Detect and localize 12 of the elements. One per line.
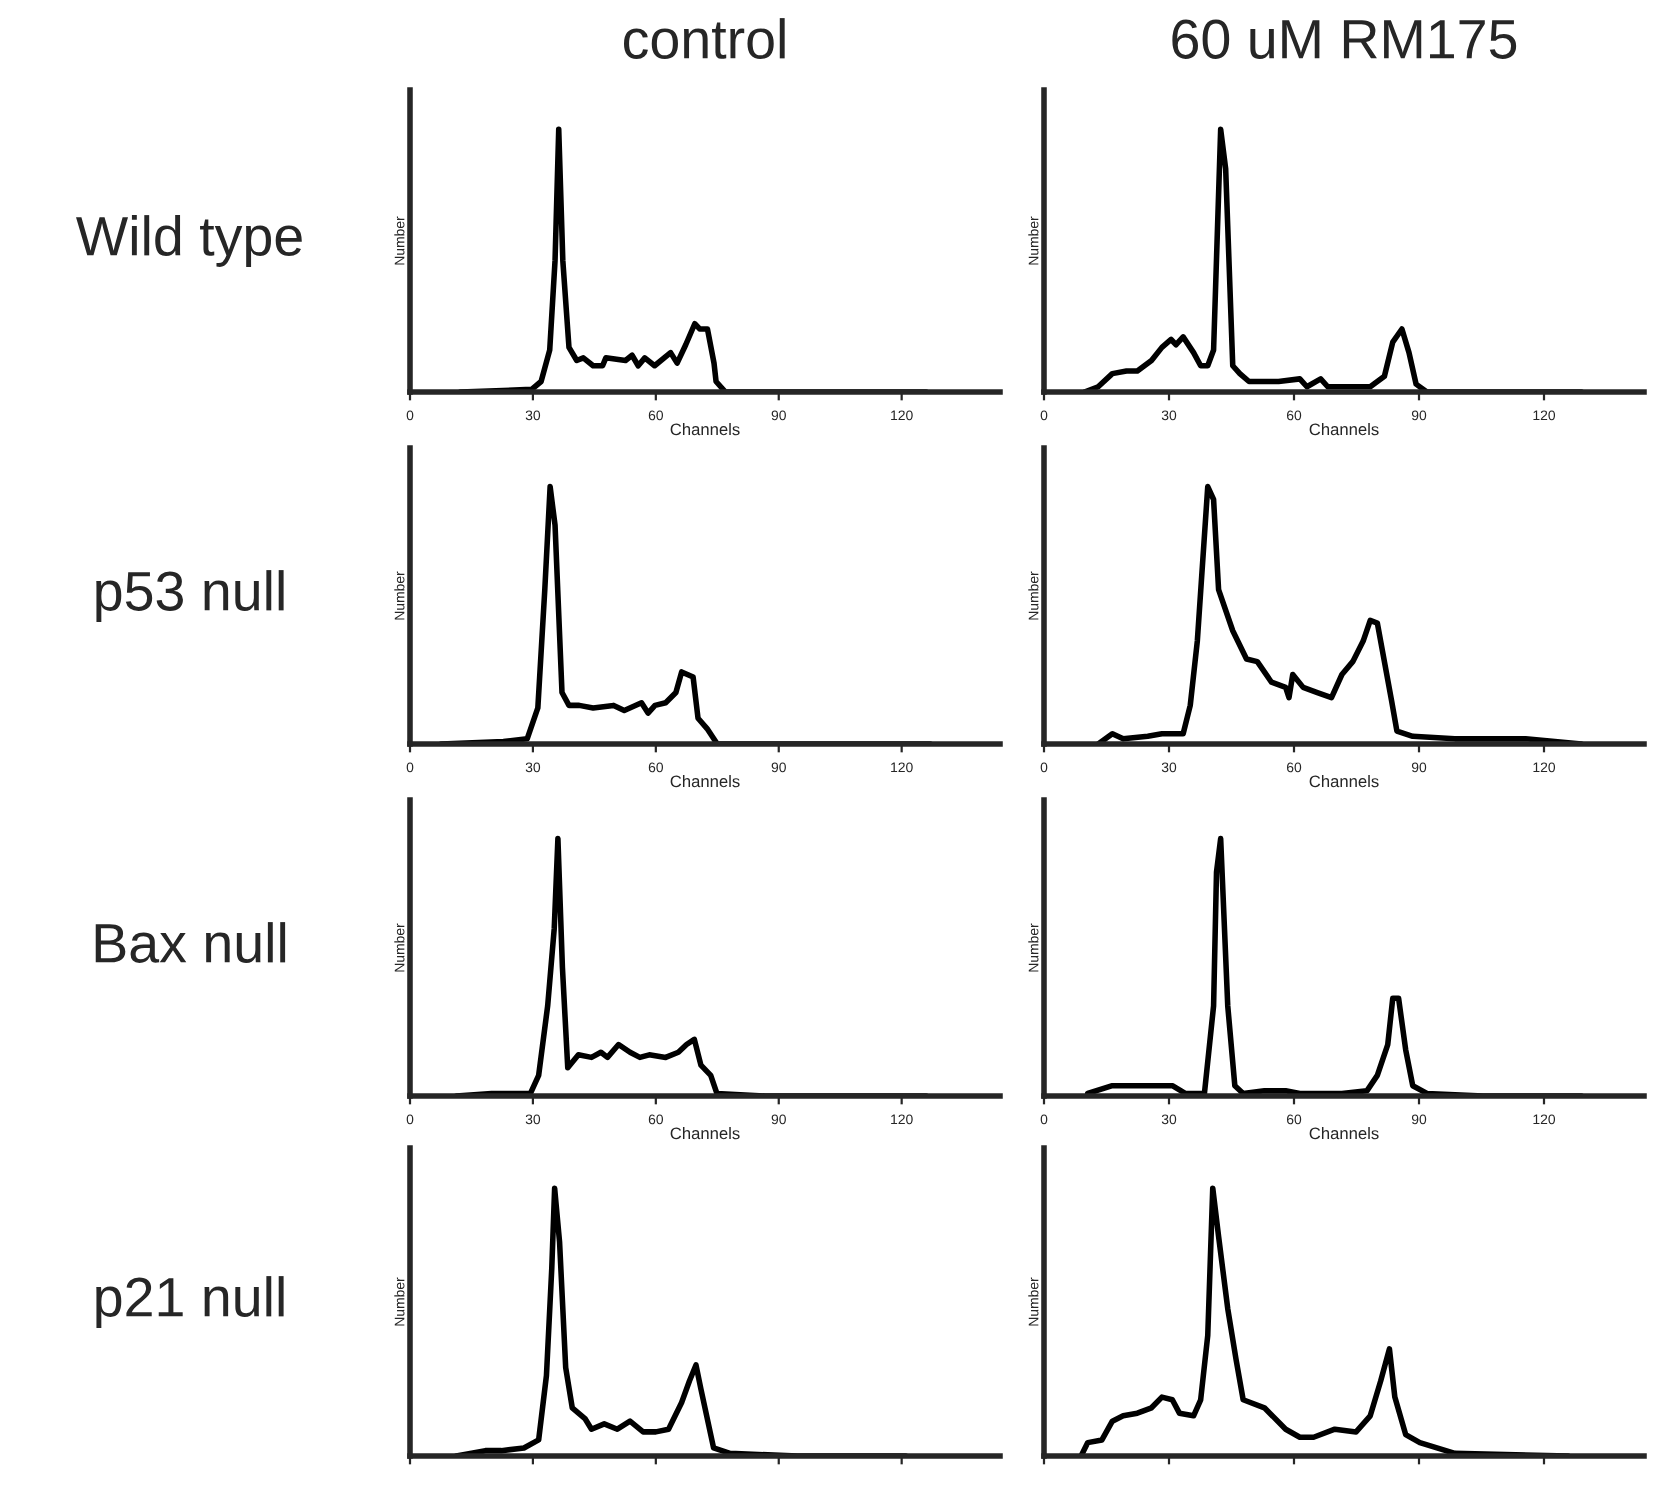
text: p21 null — [96, 1276, 284, 1328]
x-axis-title: Channels — [670, 775, 740, 788]
text: Wild type — [76, 215, 302, 267]
chart-title: control — [623, 18, 785, 59]
x-axis-title: Channels — [670, 423, 740, 436]
x-axis-title: Channels — [1309, 423, 1379, 436]
x-axis-title: Channels — [670, 1127, 740, 1140]
text: p53 null — [96, 570, 284, 622]
x-axis-title: Channels — [1309, 1127, 1379, 1140]
x-axis-title: Channels — [1309, 775, 1379, 788]
text: Bax null — [95, 922, 286, 963]
chart-title: 60 uM RM175 — [1172, 19, 1517, 59]
